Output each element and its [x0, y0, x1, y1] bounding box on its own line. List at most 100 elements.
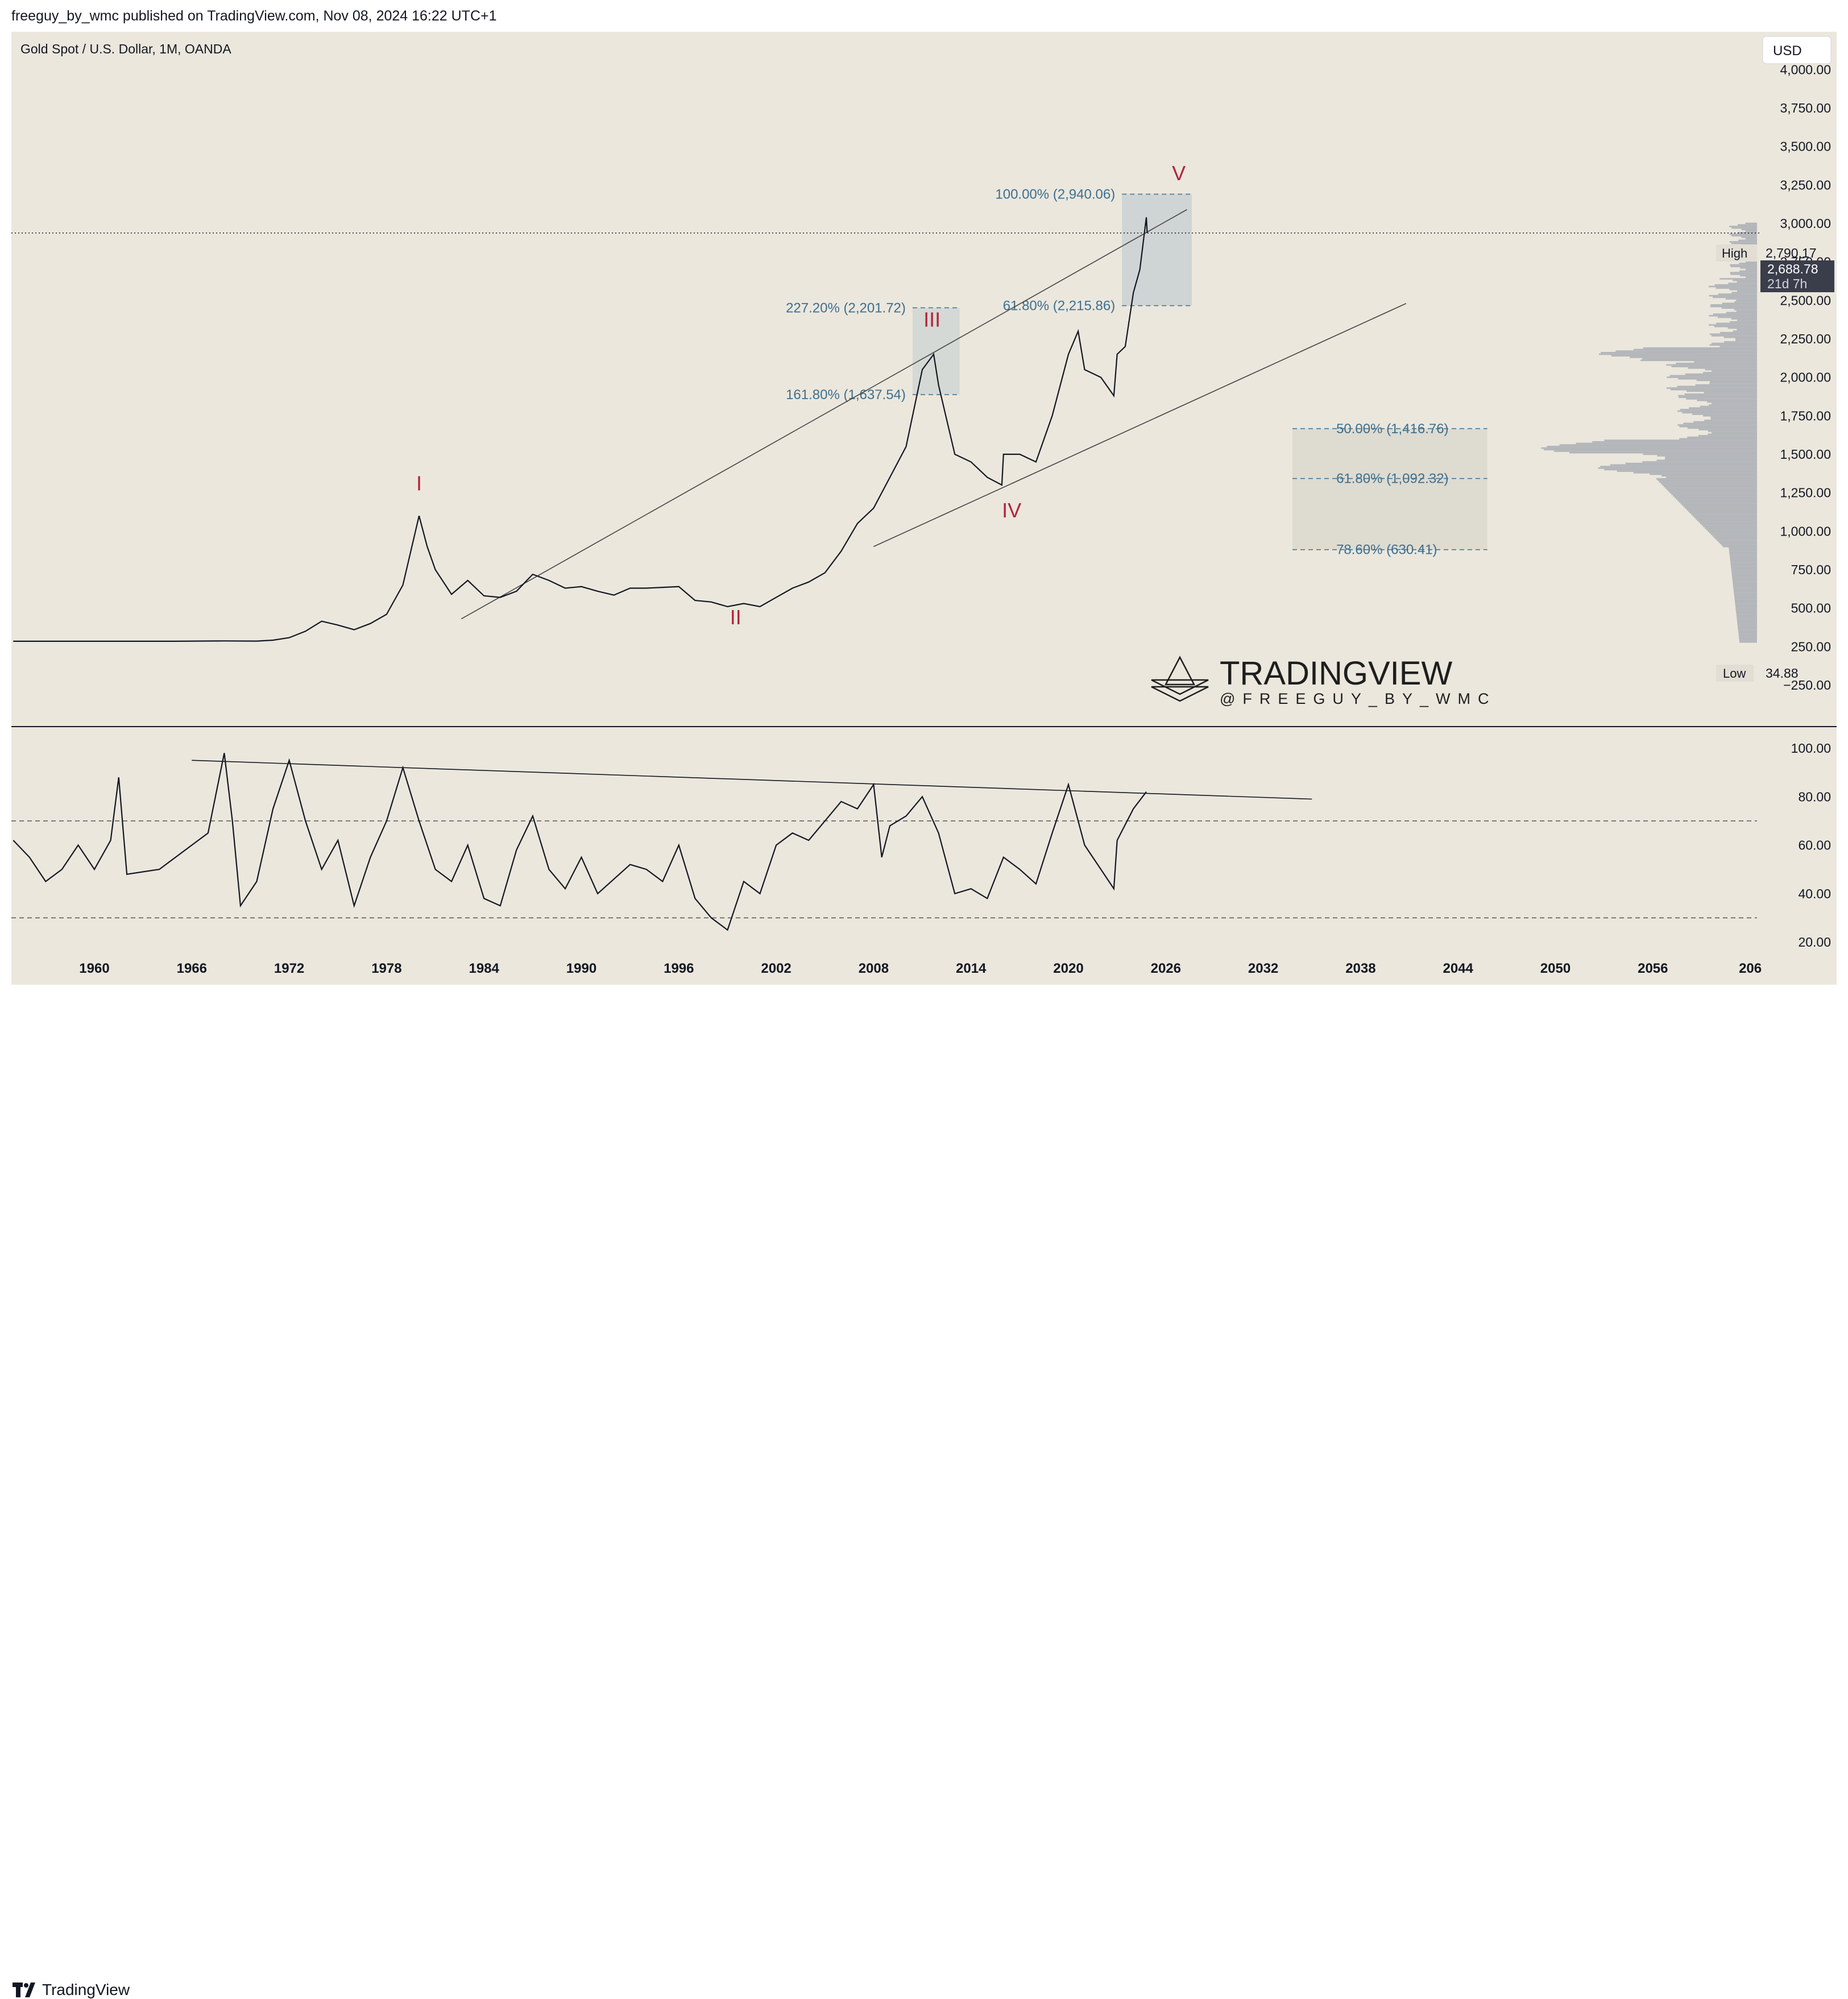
volume-profile-bar	[1727, 327, 1757, 329]
time-tick-label: 1996	[664, 961, 694, 976]
volume-profile-bar	[1708, 433, 1757, 436]
volume-profile-bar	[1734, 596, 1757, 598]
volume-profile-bar	[1686, 390, 1757, 392]
volume-profile-bar	[1722, 302, 1757, 304]
volume-profile-bar	[1705, 527, 1757, 529]
volume-profile-bar	[1694, 361, 1757, 363]
volume-profile-bar	[1738, 635, 1757, 637]
volume-profile-bar	[1738, 629, 1757, 631]
volume-profile-bar	[1682, 412, 1757, 414]
bottom-bar: TradingView	[0, 987, 1848, 1998]
price-tick-label: −250.00	[1783, 678, 1831, 692]
chart-canvas[interactable]: 100.00% (2,940.06) 61.80% (2,215.86) 227.2…	[11, 32, 1837, 985]
time-tick-label: 1960	[79, 961, 109, 976]
volume-profile-bar	[1711, 432, 1757, 434]
volume-profile-bar	[1691, 513, 1757, 515]
volume-profile-bar	[1735, 609, 1757, 611]
tradingview-logo[interactable]: TradingView	[13, 1981, 130, 1999]
volume-profile-bar	[1705, 368, 1757, 371]
fib-levels: 100.00% (2,940.06) 61.80% (2,215.86) 227.2…	[786, 187, 1487, 558]
volume-profile-bar	[1737, 618, 1757, 620]
time-tick-label: 2020	[1053, 961, 1083, 976]
volume-profile-bar	[1737, 621, 1757, 623]
volume-profile-bar	[1684, 393, 1757, 395]
trendline	[873, 303, 1407, 548]
volume-profile-bar	[1711, 403, 1757, 404]
volume-profile-bar	[1643, 347, 1757, 349]
volume-profile-bar	[1734, 598, 1757, 600]
high-value: 2,790.17	[1766, 246, 1817, 260]
price-tick-label: 500.00	[1791, 601, 1831, 616]
volume-profile-bar	[1680, 503, 1757, 504]
volume-profile-bar	[1735, 604, 1757, 606]
volume-profile-bar	[1694, 516, 1757, 519]
volume-profile-bar	[1712, 296, 1757, 298]
volume-profile-bar	[1729, 226, 1757, 227]
watermark-brand: TRADINGVIEW	[1220, 655, 1452, 692]
currency-button[interactable]: USD	[1762, 36, 1832, 64]
volume-profile-bar	[1719, 278, 1757, 280]
volume-profile-bar	[1704, 420, 1757, 421]
currency-button-bg[interactable]	[1762, 36, 1832, 64]
volume-profile-bar	[1730, 266, 1757, 268]
volume-profile-bar	[1731, 569, 1757, 571]
volume-profile-bar	[1729, 289, 1757, 291]
volume-profile-bar	[1656, 459, 1757, 462]
volume-profile-bar	[1665, 476, 1757, 478]
volume-profile-bar	[1610, 464, 1757, 466]
high-tag: High 2,790.17	[1716, 244, 1817, 262]
fib-label: 78.60% (630.41)	[1336, 542, 1437, 558]
volume-profile-bar	[1717, 316, 1757, 318]
trendlines	[461, 209, 1407, 620]
volume-profile-bar	[1611, 355, 1757, 357]
chart-background	[11, 32, 1837, 985]
fib-label: 50.00% (1,416.76)	[1336, 421, 1448, 437]
volume-profile-bar	[1667, 488, 1757, 491]
volume-profile-bar	[1617, 470, 1757, 472]
volume-profile-bar	[1737, 320, 1757, 321]
volume-profile-bar	[1677, 499, 1757, 501]
volume-profile-bar	[1745, 276, 1757, 278]
volume-profile-bar	[1739, 270, 1757, 272]
tradingview-logo-icon	[13, 1983, 35, 1997]
price-tick-label: 3,250.00	[1780, 177, 1831, 192]
time-tick-label: 1984	[469, 961, 500, 976]
volume-profile-bar	[1687, 427, 1757, 429]
volume-profile-bar	[1547, 446, 1757, 447]
price-tick-label: 250.00	[1791, 639, 1831, 654]
volume-profile-bar	[1676, 362, 1757, 364]
volume-profile-bar	[1661, 475, 1757, 477]
chart-frame[interactable]: 100.00% (2,940.06) 61.80% (2,215.86) 227.2…	[11, 32, 1837, 985]
oscillator-axis[interactable]: 20.00 40.00 60.00 80.00 100.00	[1791, 741, 1831, 949]
volume-profile-bar	[1736, 612, 1757, 614]
volume-profile-bar	[1745, 268, 1757, 271]
volume-profile-bar	[1664, 486, 1757, 488]
publish-info: freeguy_by_wmc published on TradingView.…	[11, 8, 497, 24]
price-axis[interactable]: −250.00 250.00 500.00 750.00 1,000.00 1,250.0…	[1780, 62, 1831, 692]
volume-profile-bar	[1745, 261, 1757, 263]
volume-profile-bar	[1709, 295, 1757, 297]
volume-profile-bar	[1732, 577, 1757, 578]
volume-profile-bar	[1730, 556, 1757, 558]
volume-profile-bar	[1692, 515, 1757, 517]
volume-profile-bar	[1710, 533, 1757, 535]
volume-profile-bar	[1731, 570, 1757, 572]
volume-profile-bar	[1733, 583, 1757, 584]
time-axis[interactable]: 1960 1966 1972 1978 1984 1990 1996 2002 2008 2014…	[79, 961, 1762, 976]
low-tag-bg	[1716, 665, 1754, 682]
volume-profile-bar	[1709, 532, 1757, 534]
volume-profile-bar	[1726, 312, 1757, 314]
volume-profile-bar	[1710, 304, 1757, 306]
price-tick-label: 1,750.00	[1780, 408, 1831, 423]
watermark-logo-layer	[1151, 686, 1209, 702]
oscillator-line	[13, 753, 1147, 931]
oscillator-tick-label: 60.00	[1798, 838, 1831, 853]
volume-profile-bar	[1670, 388, 1757, 391]
volume-profile-bar	[1714, 284, 1757, 286]
price-tick-label: 1,250.00	[1780, 486, 1831, 500]
volume-profile-bar	[1689, 407, 1757, 409]
time-tick-label: 2056	[1638, 961, 1668, 976]
price-tick-label: 2,250.00	[1780, 331, 1831, 346]
volume-profile-bar	[1745, 222, 1757, 225]
volume-profile-bar	[1729, 233, 1757, 235]
